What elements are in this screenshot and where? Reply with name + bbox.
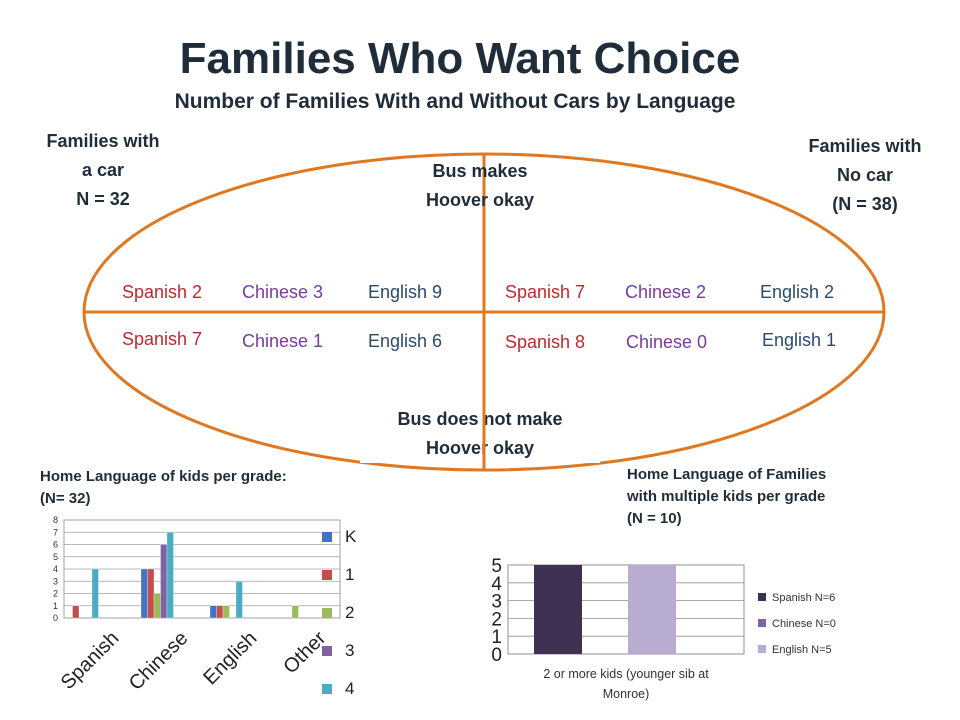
- chart2-y-tick-label: 0: [491, 645, 502, 666]
- chart1-y-tick-label: 1: [53, 601, 58, 611]
- chart1-y-tick-label: 0: [53, 613, 58, 623]
- top-quadrant-label: Bus makes Hoover okay: [380, 157, 580, 215]
- cell-nocar-notokay-chinese: Chinese 0: [626, 332, 708, 352]
- chart2-legend-swatch: [758, 593, 766, 601]
- top-label-line: Hoover okay: [425, 190, 535, 210]
- chart2-title-line: Home Language of Families: [627, 466, 827, 483]
- left-header-line: a car: [81, 160, 125, 180]
- cell-car-okay-chinese: Chinese 3: [242, 282, 324, 302]
- cell-car-notokay-spanish: Spanish 7: [122, 329, 203, 349]
- chart1-title: Home Language of kids per grade: (N= 32): [40, 466, 287, 510]
- chart1-legend-label: 4: [345, 679, 354, 698]
- chart2-legend-label: Spanish N=6: [772, 592, 835, 604]
- chart2-category-label: Monroe): [603, 687, 650, 701]
- chart1-bar: [166, 532, 174, 619]
- chart1-legend-label: K: [345, 527, 357, 546]
- chart2-y-tick-label: 2: [491, 609, 502, 630]
- left-header: Families with a car N = 32: [28, 127, 178, 214]
- chart1-legend-label: 3: [345, 641, 354, 660]
- chart1-category-label: Chinese: [125, 627, 192, 694]
- chart2-title-line: with multiple kids per grade: [627, 488, 826, 505]
- chart2-bar: [628, 565, 676, 654]
- chart1-y-tick-label: 6: [53, 540, 58, 550]
- chart2-y-tick-label: 3: [491, 592, 502, 613]
- chart2-category-label: 2 or more kids (younger sib at: [543, 667, 709, 681]
- chart1-bar: [91, 568, 99, 619]
- bottom-label-line: Hoover okay: [425, 438, 535, 458]
- chart2-bar: [534, 565, 582, 654]
- cell-nocar-okay-english: English 2: [760, 282, 835, 302]
- chart1-legend-label: 1: [345, 565, 354, 584]
- chart2-y-tick-label: 5: [491, 556, 502, 577]
- chart1-bar: [209, 605, 217, 619]
- chart1-bar: [160, 544, 168, 619]
- left-header-line: N = 32: [76, 189, 130, 209]
- chart1-bar: [153, 593, 161, 619]
- right-header-line: No car: [836, 165, 894, 185]
- cell-car-notokay-english: English 6: [368, 331, 443, 351]
- chart1-category-label: Spanish: [57, 627, 124, 694]
- left-header-line: Families with: [46, 131, 160, 151]
- right-header-line: (N = 38): [832, 194, 898, 214]
- cell-car-notokay-chinese: Chinese 1: [242, 331, 324, 351]
- chart2-legend-swatch: [758, 619, 766, 627]
- chart1-y-tick-label: 3: [53, 576, 58, 586]
- chart1-legend-swatch: [322, 684, 332, 694]
- chart1-title-line: Home Language of kids per grade:: [40, 468, 287, 485]
- bottom-label-line: Bus does not make: [397, 409, 563, 429]
- chart1-legend-swatch: [322, 608, 332, 618]
- chart1-legend-label: 2: [345, 603, 354, 622]
- chart2-legend-label: English N=5: [772, 644, 832, 656]
- cell-car-okay-english: English 9: [368, 282, 443, 302]
- chart1-bar: [291, 605, 299, 619]
- chart1-y-tick-label: 7: [53, 527, 58, 537]
- bottom-quadrant-label: Bus does not make Hoover okay: [360, 405, 600, 463]
- chart2-y-tick-label: 1: [491, 627, 502, 648]
- right-header-line: Families with: [808, 136, 922, 156]
- slide-title: Families Who Want Choice: [179, 34, 741, 83]
- chart1-title-line: (N= 32): [40, 490, 91, 507]
- chart2-legend-label: Chinese N=0: [772, 618, 836, 630]
- cell-nocar-notokay-spanish: Spanish 8: [505, 332, 586, 352]
- chart1-y-tick-label: 4: [53, 564, 58, 574]
- cell-nocar-okay-chinese: Chinese 2: [625, 282, 707, 302]
- chart2-y-tick-label: 4: [491, 574, 502, 595]
- chart1-y-tick-label: 8: [53, 515, 58, 525]
- chart1-bar: [140, 568, 148, 619]
- right-header: Families with No car (N = 38): [790, 132, 940, 219]
- chart2-title: Home Language of Families with multiple …: [627, 464, 826, 530]
- top-label-line: Bus makes: [432, 161, 528, 181]
- cell-car-okay-spanish: Spanish 2: [122, 282, 203, 302]
- chart1-bar: [235, 581, 243, 619]
- chart1-bar: [216, 605, 224, 619]
- chart2-legend-swatch: [758, 645, 766, 653]
- chart1-category-label: English: [199, 627, 261, 689]
- chart1-legend-swatch: [322, 570, 332, 580]
- chart1-legend-swatch: [322, 532, 332, 542]
- chart1-y-tick-label: 5: [53, 552, 58, 562]
- chart1-bar: [222, 605, 230, 619]
- slide-subtitle: Number of Families With and Without Cars…: [174, 90, 736, 113]
- chart1-bar: [147, 568, 155, 619]
- chart1-y-tick-label: 2: [53, 589, 58, 599]
- cell-nocar-notokay-english: English 1: [762, 330, 837, 350]
- chart2-title-line: (N = 10): [627, 510, 682, 527]
- cell-nocar-okay-spanish: Spanish 7: [505, 282, 586, 302]
- chart1-legend-swatch: [322, 646, 332, 656]
- chart1-bar: [72, 605, 80, 619]
